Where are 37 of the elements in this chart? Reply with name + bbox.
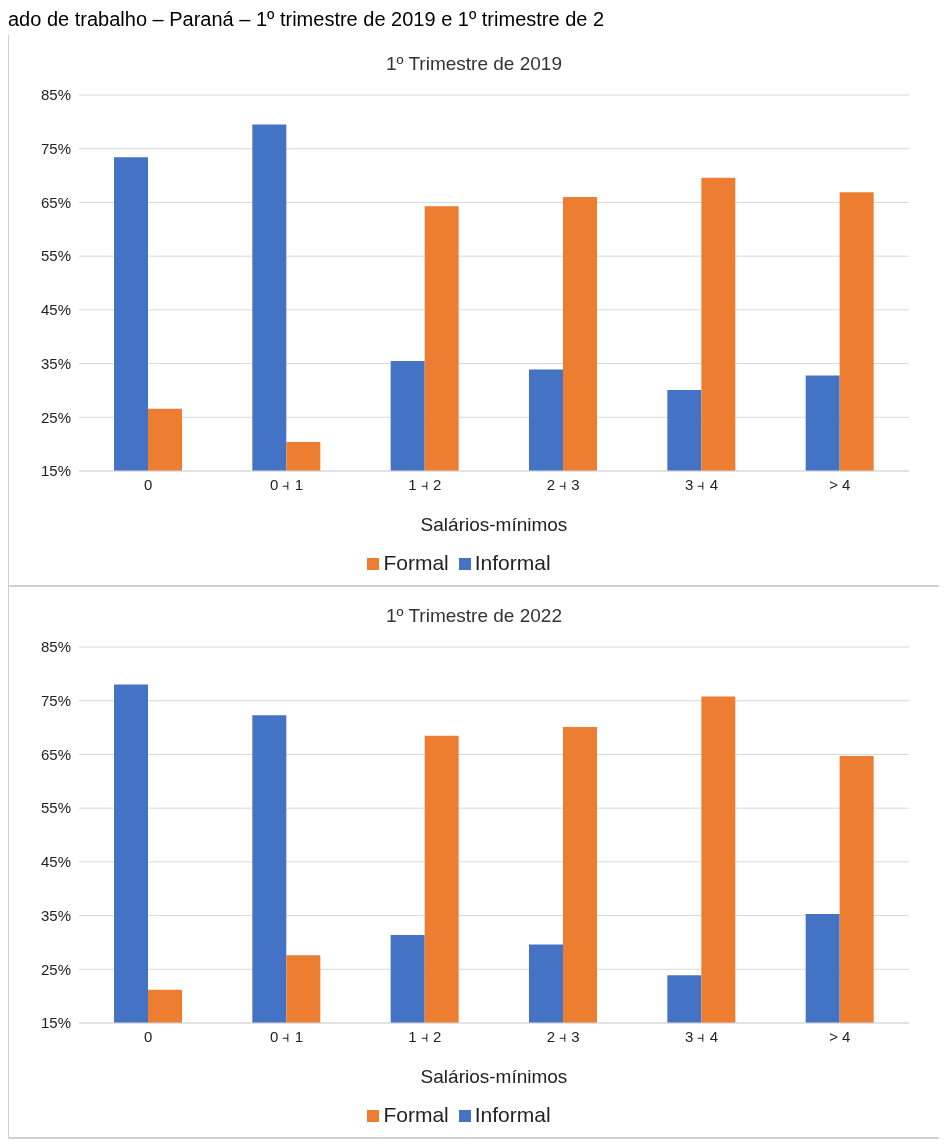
y-tick-label: 85% xyxy=(40,638,71,656)
legend-label: Formal xyxy=(383,551,449,574)
y-tick-label: 85% xyxy=(40,86,71,104)
y-tick-label: 15% xyxy=(40,1014,71,1032)
x-tick-label: 0 xyxy=(143,1027,153,1045)
x-tick-label: 0 ⫞ 1 xyxy=(269,1027,304,1045)
y-tick-label: 55% xyxy=(40,799,71,817)
text: ado de trabalho – Paraná – 1º trimestre de 2019 e 1º trimestre de 2 xyxy=(8,8,606,31)
y-tick-label: 65% xyxy=(40,745,71,763)
y-tick-label: 55% xyxy=(40,247,71,265)
legend-label: Informal xyxy=(474,1103,551,1126)
y-tick-label: 45% xyxy=(40,853,71,871)
x-tick-label: 3 ⫞ 4 xyxy=(684,475,719,493)
x-tick-label: 0 ⫞ 1 xyxy=(269,475,304,493)
y-tick-label: 45% xyxy=(40,301,71,319)
x-axis-title: Salários-mínimos xyxy=(420,514,568,535)
chart-title: 1º Trimestre de 2019 xyxy=(385,52,563,75)
chart-title: 1º Trimestre de 2022 xyxy=(385,604,563,627)
y-tick-label: 35% xyxy=(40,906,71,924)
x-tick-label: > 4 xyxy=(829,1027,851,1045)
y-tick-label: 35% xyxy=(40,354,71,372)
x-tick-label: 2 ⫞ 3 xyxy=(546,1027,580,1045)
y-tick-label: 15% xyxy=(40,462,71,480)
x-tick-label: 1 ⫞ 2 xyxy=(408,475,442,493)
x-tick-label: > 4 xyxy=(829,475,851,493)
x-tick-label: 2 ⫞ 3 xyxy=(546,475,580,493)
x-tick-label: 3 ⫞ 4 xyxy=(684,1027,719,1045)
legend-label: Formal xyxy=(383,1103,449,1126)
y-tick-label: 75% xyxy=(40,140,71,158)
x-axis-title: Salários-mínimos xyxy=(420,1066,568,1087)
y-tick-label: 65% xyxy=(40,193,71,211)
x-tick-label: 0 xyxy=(143,475,153,493)
y-tick-label: 75% xyxy=(40,692,71,710)
legend-label: Informal xyxy=(474,551,551,574)
y-tick-label: 25% xyxy=(40,960,71,978)
y-tick-label: 25% xyxy=(40,408,71,426)
x-tick-label: 1 ⫞ 2 xyxy=(408,1027,442,1045)
